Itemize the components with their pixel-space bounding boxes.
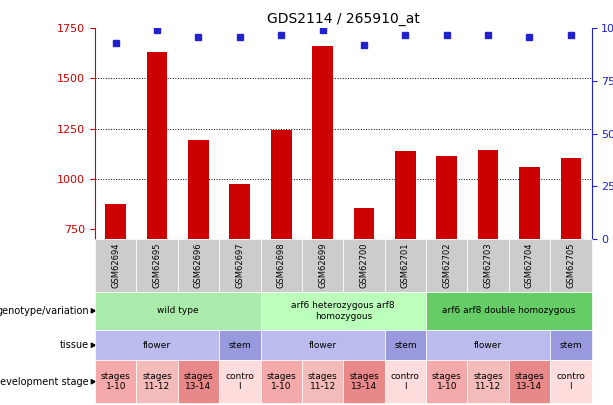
Text: GSM62697: GSM62697 [235,243,245,288]
Bar [519,167,540,239]
Text: stem: stem [394,341,417,350]
Text: flower: flower [474,341,502,350]
Bar [188,140,209,239]
Text: contro
l: contro l [557,372,585,391]
Text: GSM62704: GSM62704 [525,243,534,288]
Bar [395,151,416,239]
Bar [478,150,498,239]
Bar [147,52,167,239]
Title: GDS2114 / 265910_at: GDS2114 / 265910_at [267,12,420,26]
Text: wild type: wild type [157,306,199,315]
Text: tissue: tissue [59,340,89,350]
Text: flower: flower [143,341,171,350]
Text: stages
1-10: stages 1-10 [432,372,462,391]
Bar [229,184,250,239]
Bar [436,156,457,239]
Text: stages
13-14: stages 13-14 [349,372,379,391]
Text: stem: stem [560,341,582,350]
Bar [312,47,333,239]
Bar [271,130,292,239]
Text: GSM62705: GSM62705 [566,243,576,288]
Text: GSM62701: GSM62701 [401,243,410,288]
Text: arf6 heterozygous arf8
homozygous: arf6 heterozygous arf8 homozygous [291,301,395,320]
Text: GSM62698: GSM62698 [276,243,286,288]
Bar [354,208,375,239]
Text: genotype/variation: genotype/variation [0,306,89,316]
Text: stages
1-10: stages 1-10 [101,372,131,391]
Text: stages
11-12: stages 11-12 [308,372,338,391]
Text: development stage: development stage [0,377,89,387]
Text: GSM62699: GSM62699 [318,243,327,288]
Text: contro
l: contro l [391,372,420,391]
Text: stages
11-12: stages 11-12 [142,372,172,391]
Text: arf6 arf8 double homozygous: arf6 arf8 double homozygous [442,306,576,315]
Text: stages
1-10: stages 1-10 [266,372,296,391]
Text: GSM62703: GSM62703 [484,243,493,288]
Text: GSM62694: GSM62694 [111,243,120,288]
Text: stages
13-14: stages 13-14 [514,372,544,391]
Text: flower: flower [308,341,337,350]
Text: stem: stem [229,341,251,350]
Bar [105,204,126,239]
Text: GSM62695: GSM62695 [153,243,162,288]
Bar [560,158,581,239]
Text: stages
13-14: stages 13-14 [183,372,213,391]
Text: GSM62696: GSM62696 [194,243,203,288]
Text: GSM62702: GSM62702 [442,243,451,288]
Text: GSM62700: GSM62700 [359,243,368,288]
Text: contro
l: contro l [226,372,254,391]
Text: stages
11-12: stages 11-12 [473,372,503,391]
